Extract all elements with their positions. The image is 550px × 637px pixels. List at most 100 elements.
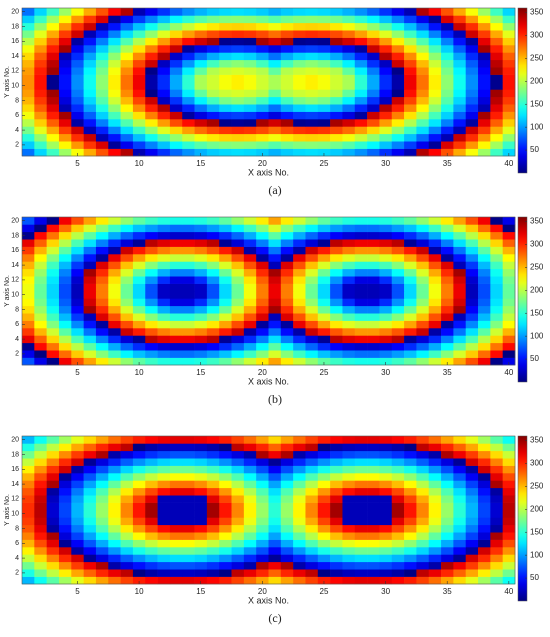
heat-cell <box>354 30 368 38</box>
heat-cell <box>379 67 393 75</box>
heat-cell <box>120 357 134 366</box>
heat-cell <box>243 517 257 526</box>
heat-cell <box>428 59 442 68</box>
heat-cell <box>34 524 47 533</box>
heat-cell <box>490 524 503 533</box>
heat-cell <box>465 22 479 31</box>
heat-cell <box>317 276 331 284</box>
heat-cell <box>342 52 356 61</box>
heat-cell <box>243 532 257 540</box>
heat-cell <box>342 133 356 142</box>
heat-cell <box>132 510 146 518</box>
heat-cell <box>83 313 97 321</box>
x-tick-label: 25 <box>320 368 329 377</box>
heat-cell <box>194 268 208 277</box>
heat-cell <box>453 96 466 105</box>
heat-cell <box>219 82 232 90</box>
heat-cell <box>317 217 331 225</box>
heat-cell <box>83 141 97 149</box>
heat-cell <box>256 357 269 366</box>
heat-cell <box>58 480 72 489</box>
heat-cell <box>404 96 417 105</box>
heat-cell <box>404 495 417 503</box>
heat-cell <box>206 450 220 459</box>
heat-cell <box>391 320 405 329</box>
heat-cell <box>95 224 109 233</box>
heat-cell <box>317 268 331 277</box>
heat-cell <box>256 126 269 135</box>
heat-cell <box>58 254 72 262</box>
heat-cell <box>490 495 503 503</box>
heat-cell <box>478 335 491 344</box>
heat-cell <box>194 74 208 83</box>
heat-cell <box>132 59 146 68</box>
heat-cell <box>22 148 35 157</box>
heat-cell <box>219 141 232 149</box>
heat-cell <box>268 495 282 503</box>
heat-cell <box>280 59 294 68</box>
heat-cell <box>157 96 171 105</box>
heat-cell <box>354 547 368 555</box>
heat-cell <box>317 283 331 292</box>
heat-cell <box>490 487 503 496</box>
heat-cell <box>83 133 97 142</box>
heat-cell <box>317 22 331 31</box>
heat-cell <box>453 547 466 555</box>
heat-cell <box>502 465 516 474</box>
heat-cell <box>428 342 442 351</box>
heat-cell <box>330 465 343 474</box>
heat-cell <box>441 254 454 262</box>
heat-cell <box>280 45 294 53</box>
heat-cell <box>169 342 183 351</box>
heat-cell <box>231 328 245 336</box>
heat-cell <box>194 473 208 481</box>
heat-cell <box>22 313 35 321</box>
heat-cell <box>441 111 454 120</box>
heat-cell <box>293 465 306 474</box>
heat-cell <box>293 320 306 329</box>
heat-cell <box>441 350 454 358</box>
heat-cell <box>367 283 380 292</box>
heat-cell <box>145 148 158 157</box>
heat-cell <box>342 254 356 262</box>
heat-cell <box>367 224 380 233</box>
heat-cell <box>108 450 121 459</box>
heat-cell <box>83 487 97 496</box>
heat-cell <box>280 539 294 548</box>
heat-cell <box>441 517 454 526</box>
heat-cell <box>206 276 220 284</box>
heat-cell <box>83 45 97 53</box>
heat-cell <box>280 261 294 270</box>
heat-cell <box>182 30 195 38</box>
heat-cell <box>58 305 72 314</box>
heat-cell <box>404 561 417 570</box>
heat-cell <box>317 254 331 262</box>
heat-cell <box>330 254 343 262</box>
heat-cell <box>182 473 195 481</box>
heat-cell <box>157 458 171 466</box>
heat-cell <box>95 74 109 83</box>
heat-cell <box>22 576 35 585</box>
heat-cell <box>305 320 319 329</box>
heat-cell <box>95 569 109 577</box>
heat-cell <box>416 443 430 452</box>
heat-cell <box>231 291 245 299</box>
heat-cell <box>441 37 454 46</box>
heat-cell <box>58 436 72 444</box>
heat-cell <box>120 104 134 112</box>
heat-cell <box>194 291 208 299</box>
heat-cell <box>145 539 158 548</box>
heat-cell <box>194 569 208 577</box>
heat-cell <box>478 126 491 135</box>
heat-cell <box>379 320 393 329</box>
heat-cell <box>95 59 109 68</box>
heat-cell <box>416 517 430 526</box>
heat-cell <box>108 67 121 75</box>
heat-cell <box>293 30 306 38</box>
heat-cell <box>22 133 35 142</box>
heat-cell <box>391 517 405 526</box>
heat-cell <box>465 480 479 489</box>
heat-cell <box>83 261 97 270</box>
heat-cell <box>404 569 417 577</box>
